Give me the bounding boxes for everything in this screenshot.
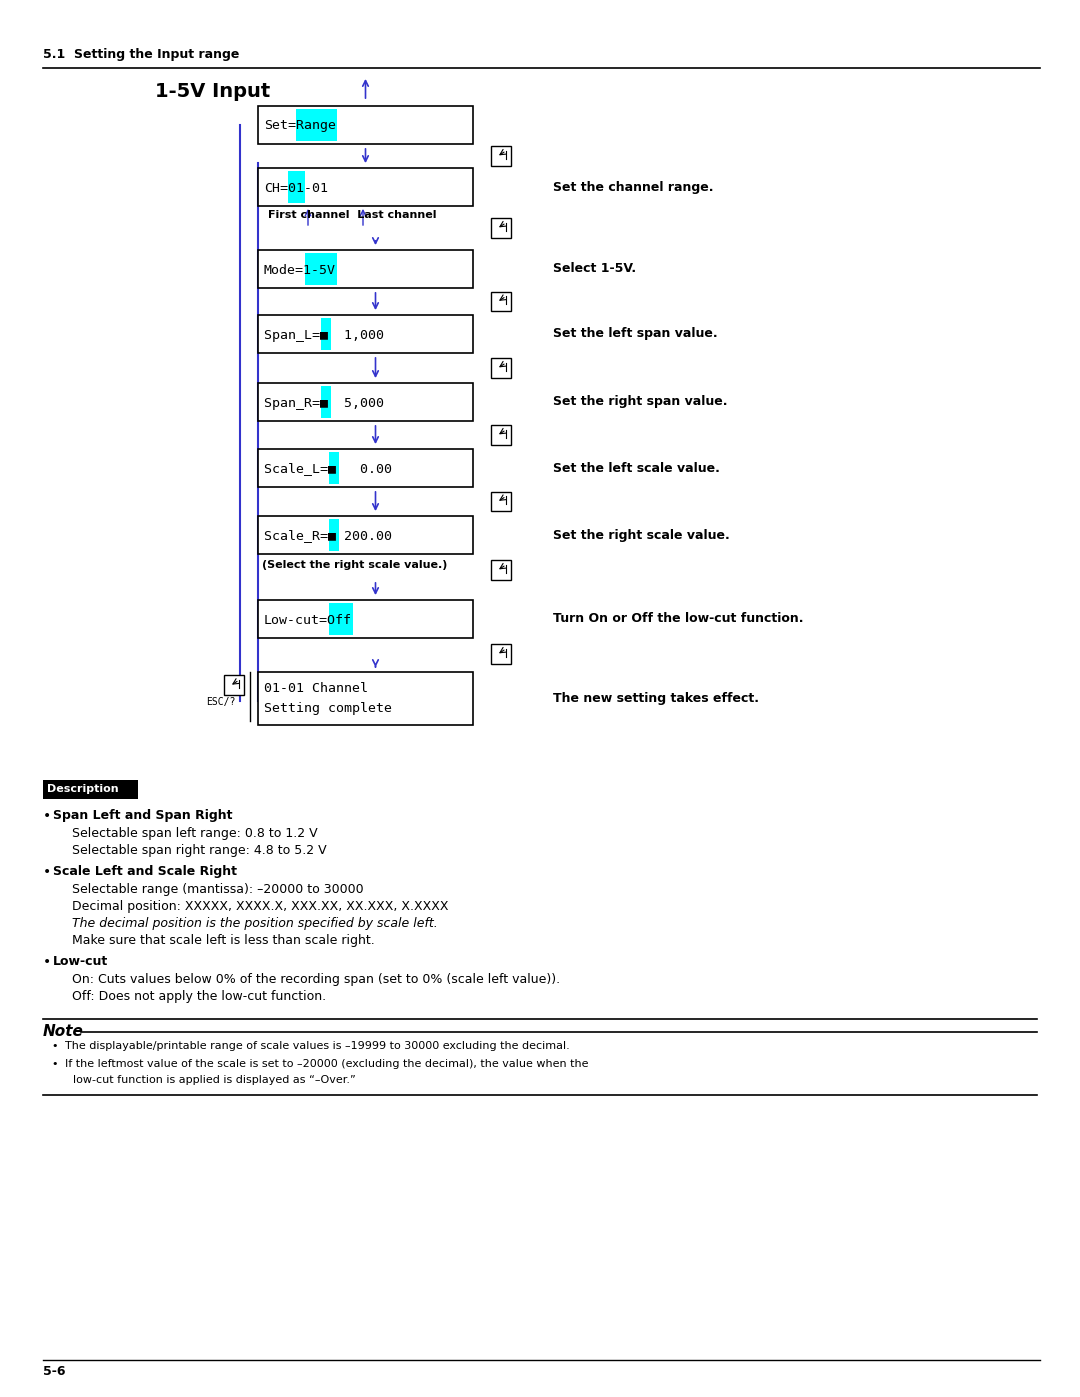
- Text: Set the left span value.: Set the left span value.: [553, 327, 717, 341]
- FancyBboxPatch shape: [321, 319, 330, 351]
- Text: 5.1  Setting the Input range: 5.1 Setting the Input range: [43, 47, 240, 61]
- Text: Set the right scale value.: Set the right scale value.: [553, 528, 730, 542]
- FancyBboxPatch shape: [491, 492, 511, 511]
- Text: On: Cuts values below 0% of the recording span (set to 0% (scale left value)).: On: Cuts values below 0% of the recordin…: [72, 972, 561, 986]
- Text: 01-01 Channel: 01-01 Channel: [264, 682, 368, 694]
- Text: low-cut function is applied is displayed as “–Over.”: low-cut function is applied is displayed…: [73, 1076, 355, 1085]
- Text: Selectable span left range: 0.8 to 1.2 V: Selectable span left range: 0.8 to 1.2 V: [72, 827, 318, 840]
- FancyBboxPatch shape: [225, 675, 244, 696]
- FancyBboxPatch shape: [491, 218, 511, 237]
- Text: Set=Range: Set=Range: [264, 120, 336, 133]
- Text: The decimal position is the position specified by scale left.: The decimal position is the position spe…: [72, 916, 437, 930]
- Text: The new setting takes effect.: The new setting takes effect.: [553, 692, 759, 705]
- Text: Mode=1-5V: Mode=1-5V: [264, 264, 336, 277]
- Text: Set the left scale value.: Set the left scale value.: [553, 461, 720, 475]
- Text: Description: Description: [48, 785, 119, 795]
- Text: Set the channel range.: Set the channel range.: [553, 180, 714, 194]
- Text: Set the right span value.: Set the right span value.: [553, 395, 728, 408]
- FancyBboxPatch shape: [491, 560, 511, 580]
- Text: Scale_L=■   0.00: Scale_L=■ 0.00: [264, 462, 392, 475]
- FancyBboxPatch shape: [258, 672, 473, 725]
- FancyBboxPatch shape: [321, 386, 330, 418]
- FancyBboxPatch shape: [491, 147, 511, 166]
- FancyBboxPatch shape: [491, 644, 511, 664]
- Text: 1-5V Input: 1-5V Input: [156, 82, 270, 101]
- Text: Span_R=■  5,000: Span_R=■ 5,000: [264, 397, 384, 409]
- FancyBboxPatch shape: [258, 314, 473, 353]
- FancyBboxPatch shape: [258, 448, 473, 488]
- Text: Turn On or Off the low-cut function.: Turn On or Off the low-cut function.: [553, 612, 804, 626]
- FancyBboxPatch shape: [258, 515, 473, 555]
- Text: The displayable/printable range of scale values is –19999 to 30000 excluding the: The displayable/printable range of scale…: [65, 1041, 570, 1051]
- Text: •: •: [43, 809, 51, 823]
- Text: If the leftmost value of the scale is set to –20000 (excluding the decimal), the: If the leftmost value of the scale is se…: [65, 1059, 589, 1069]
- Text: Note: Note: [43, 1024, 84, 1039]
- Text: •: •: [51, 1059, 57, 1069]
- Text: Scale Left and Scale Right: Scale Left and Scale Right: [53, 865, 237, 877]
- FancyBboxPatch shape: [491, 425, 511, 444]
- Text: Span Left and Span Right: Span Left and Span Right: [53, 809, 232, 821]
- FancyBboxPatch shape: [288, 170, 305, 203]
- FancyBboxPatch shape: [305, 253, 337, 285]
- Text: •: •: [43, 865, 51, 879]
- Text: CH=01-01: CH=01-01: [264, 182, 328, 194]
- Text: •: •: [51, 1041, 57, 1051]
- Text: Decimal position: XXXXX, XXXX.X, XXX.XX, XX.XXX, X.XXXX: Decimal position: XXXXX, XXXX.X, XXX.XX,…: [72, 900, 448, 914]
- FancyBboxPatch shape: [258, 106, 473, 144]
- Text: Off: Does not apply the low-cut function.: Off: Does not apply the low-cut function…: [72, 990, 326, 1003]
- Text: •: •: [43, 956, 51, 970]
- Text: ESC/?: ESC/?: [206, 697, 235, 707]
- Text: Scale_R=■ 200.00: Scale_R=■ 200.00: [264, 529, 392, 542]
- FancyBboxPatch shape: [328, 604, 353, 636]
- FancyBboxPatch shape: [491, 292, 511, 312]
- FancyBboxPatch shape: [43, 780, 138, 799]
- FancyBboxPatch shape: [258, 383, 473, 420]
- Text: (Select the right scale value.): (Select the right scale value.): [262, 560, 447, 570]
- FancyBboxPatch shape: [328, 520, 339, 550]
- Text: Span_L=■  1,000: Span_L=■ 1,000: [264, 328, 384, 341]
- FancyBboxPatch shape: [328, 453, 339, 483]
- Text: 5-6: 5-6: [43, 1365, 66, 1377]
- Text: Low-cut=Off: Low-cut=Off: [264, 613, 352, 626]
- Text: Selectable range (mantissa): –20000 to 30000: Selectable range (mantissa): –20000 to 3…: [72, 883, 364, 895]
- FancyBboxPatch shape: [296, 109, 337, 141]
- Text: Low-cut: Low-cut: [53, 956, 108, 968]
- FancyBboxPatch shape: [258, 599, 473, 638]
- Text: First channel  Last channel: First channel Last channel: [268, 210, 436, 219]
- FancyBboxPatch shape: [258, 250, 473, 288]
- Text: Select 1-5V.: Select 1-5V.: [553, 263, 636, 275]
- Text: Make sure that scale left is less than scale right.: Make sure that scale left is less than s…: [72, 935, 375, 947]
- FancyBboxPatch shape: [491, 358, 511, 379]
- FancyBboxPatch shape: [258, 168, 473, 205]
- Text: Setting complete: Setting complete: [264, 703, 392, 715]
- Text: Selectable span right range: 4.8 to 5.2 V: Selectable span right range: 4.8 to 5.2 …: [72, 844, 326, 856]
